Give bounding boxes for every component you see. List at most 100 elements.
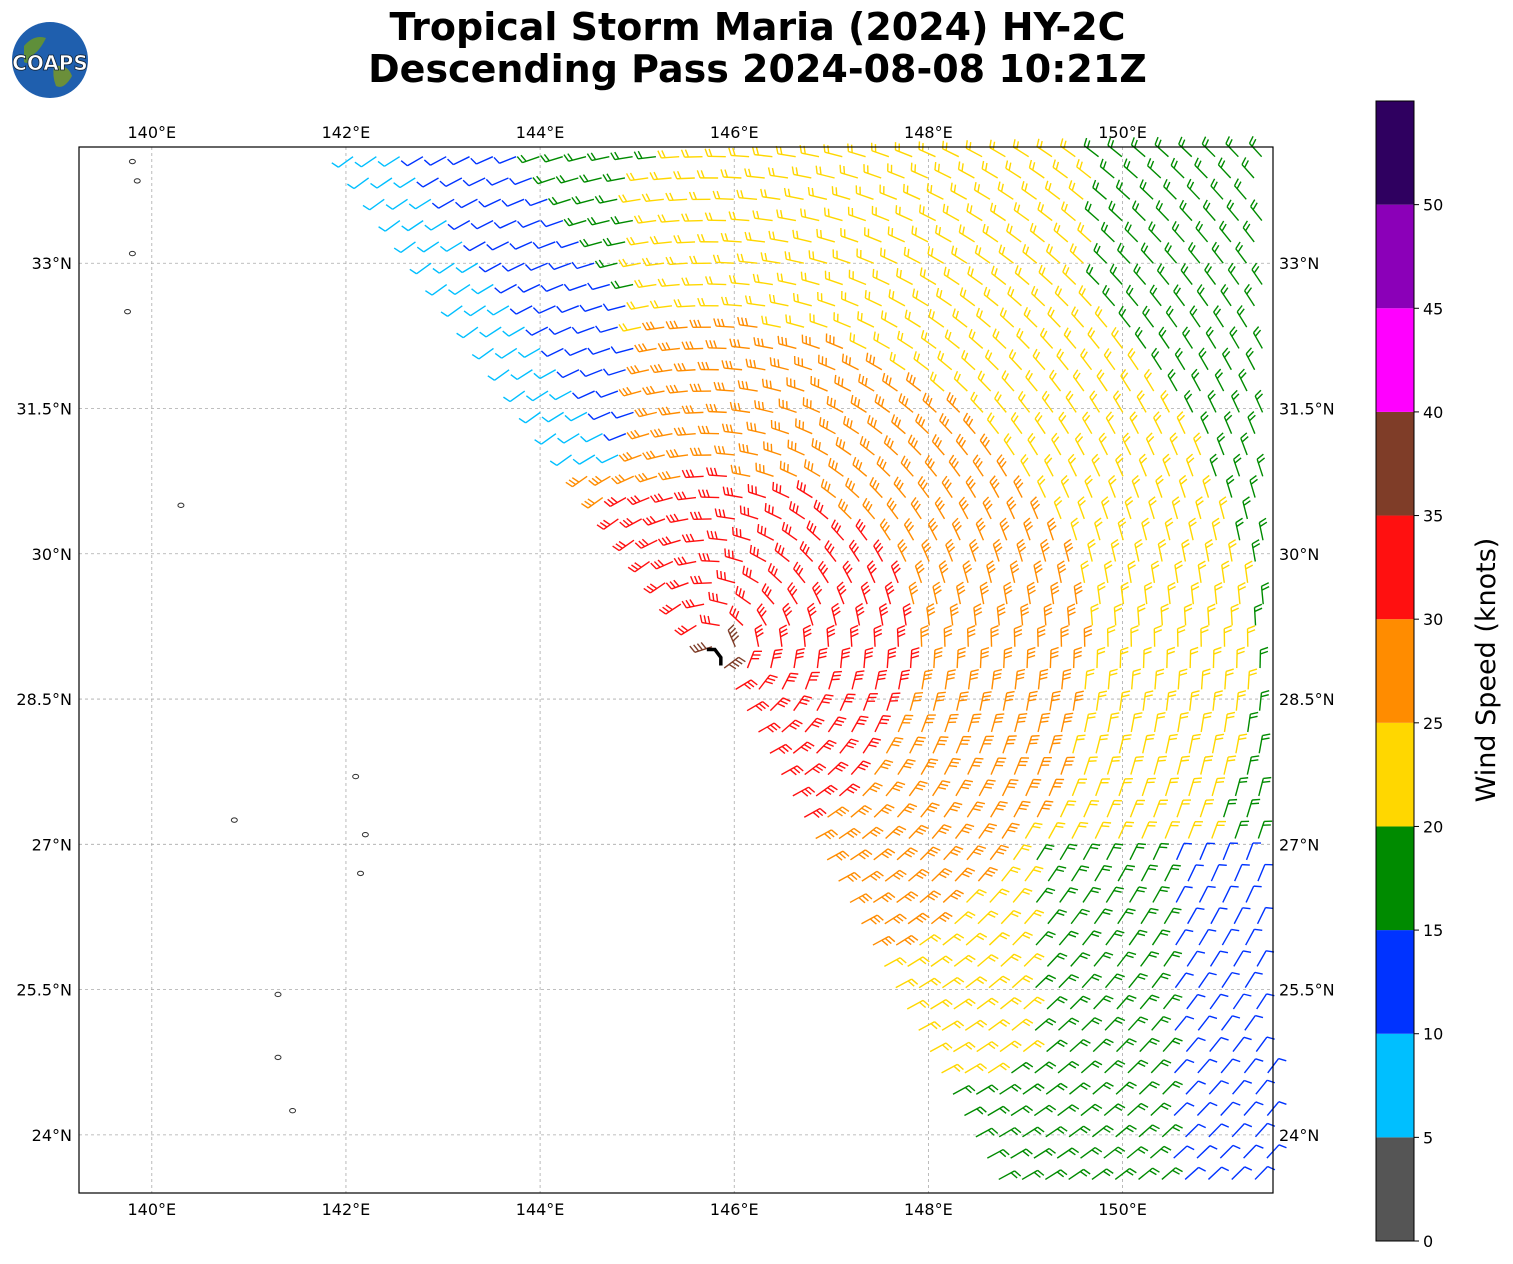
wind-barb-feather: [873, 331, 876, 340]
wind-barb: [1023, 306, 1038, 328]
wind-barb-feather: [781, 745, 789, 753]
wind-barb-feather: [956, 581, 964, 588]
wind-barb-staff: [942, 148, 960, 158]
wind-barb-feather: [749, 359, 753, 368]
wind-barb-feather: [1135, 542, 1143, 549]
wind-barb-feather: [1045, 800, 1054, 803]
wind-barb: [586, 152, 610, 162]
wind-barb-feather: [1057, 1085, 1065, 1091]
wind-barb-feather: [951, 805, 961, 809]
wind-barb-feather: [653, 171, 659, 180]
wind-barb-feather: [897, 419, 902, 428]
wind-barb-feather: [795, 655, 804, 659]
wind-barb-feather: [919, 780, 928, 785]
wind-barb: [548, 326, 572, 335]
wind-barb-feather: [984, 829, 993, 833]
wind-barb: [806, 602, 817, 626]
wind-barb: [951, 517, 962, 541]
wind-barb-staff: [1094, 822, 1104, 839]
wind-barb-staff: [1037, 714, 1043, 733]
wind-barb-feather: [772, 231, 776, 240]
wind-barb-feather: [1049, 369, 1055, 378]
wind-barb: [1115, 453, 1124, 477]
wind-barb-feather: [722, 486, 726, 495]
wind-barb-feather: [717, 445, 722, 454]
wind-barb-feather: [955, 433, 962, 442]
wind-barb-feather: [1137, 603, 1146, 609]
wind-barb-staff: [1068, 187, 1084, 200]
wind-barb: [1209, 1036, 1229, 1053]
wind-barb-feather: [789, 501, 793, 510]
wind-barb-staff: [1026, 650, 1029, 669]
wind-barb-feather: [969, 142, 972, 151]
wind-barb-feather: [792, 722, 800, 728]
wind-barb-staff: [1020, 460, 1031, 477]
wind-barb: [1134, 326, 1147, 349]
wind-barb-feather: [833, 610, 841, 617]
wind-barb-feather: [1215, 308, 1222, 316]
wind-barb: [856, 248, 874, 264]
wind-barb-feather: [1079, 161, 1083, 170]
wind-barb-staff: [1115, 1081, 1130, 1095]
wind-barb-feather: [756, 632, 764, 638]
wind-barb-feather: [709, 403, 714, 412]
wind-barb: [1000, 909, 1022, 925]
wind-barb-feather: [1167, 646, 1176, 651]
wind-barb-feather: [693, 447, 698, 456]
wind-barb-staff: [1067, 459, 1078, 477]
wind-barb-feather: [1256, 393, 1264, 401]
wind-barb-feather: [915, 290, 919, 299]
wind-barb-feather: [850, 632, 859, 638]
wind-barb-feather: [827, 787, 835, 793]
wind-barb-feather: [1088, 266, 1094, 275]
wind-barb: [696, 170, 719, 179]
wind-barb-feather: [547, 197, 555, 206]
wind-barb-staff: [789, 508, 806, 520]
wind-barb: [1229, 326, 1240, 349]
wind-barb-feather: [779, 700, 788, 705]
wind-barb-staff: [384, 220, 401, 232]
wind-barb-feather: [1011, 567, 1020, 574]
wind-barb-feather: [1196, 950, 1206, 954]
wind-barb-staff: [982, 502, 992, 520]
wind-barb-feather: [940, 563, 948, 570]
wind-barb: [1255, 1079, 1276, 1095]
wind-barb-feather: [1163, 1015, 1172, 1021]
wind-barb: [847, 206, 867, 222]
wind-barb-staff: [1256, 993, 1268, 1010]
wind-barb: [1069, 995, 1091, 1010]
wind-barb-feather: [993, 668, 1003, 673]
wind-barb-staff: [989, 481, 1000, 498]
wind-barb: [1162, 453, 1171, 477]
wind-barb-feather: [1033, 869, 1042, 873]
wind-barb: [1223, 711, 1236, 733]
wind-barb-feather: [1025, 1105, 1034, 1112]
wind-barb-feather: [816, 717, 825, 722]
wind-barb-feather: [626, 451, 633, 459]
wind-barb: [689, 447, 712, 457]
wind-barb-feather: [831, 602, 839, 609]
wind-barb: [975, 517, 986, 541]
wind-barb: [842, 560, 853, 584]
wind-barb-staff: [701, 496, 720, 499]
wind-barb: [1146, 158, 1162, 179]
wind-barb-staff: [1139, 186, 1154, 200]
wind-barb-feather: [745, 381, 749, 390]
wind-barb-feather: [1220, 993, 1229, 998]
wind-barb-staff: [555, 390, 572, 401]
wind-barb-feather: [886, 497, 893, 505]
wind-barb: [931, 434, 945, 456]
wind-barb-feather: [913, 351, 917, 360]
wind-barb: [487, 369, 510, 381]
wind-barb-feather: [1021, 890, 1030, 895]
wind-barb-staff: [756, 609, 767, 626]
wind-barb-feather: [850, 873, 858, 881]
wind-barb: [837, 498, 852, 520]
wind-barb-feather: [1134, 203, 1140, 212]
wind-barb-feather: [1187, 457, 1195, 464]
wind-barb-staff: [842, 566, 853, 584]
wind-barb-feather: [1078, 285, 1084, 293]
wind-barb-feather: [779, 146, 783, 155]
wind-barb-staff: [927, 253, 944, 264]
wind-barb-feather: [945, 999, 953, 1006]
